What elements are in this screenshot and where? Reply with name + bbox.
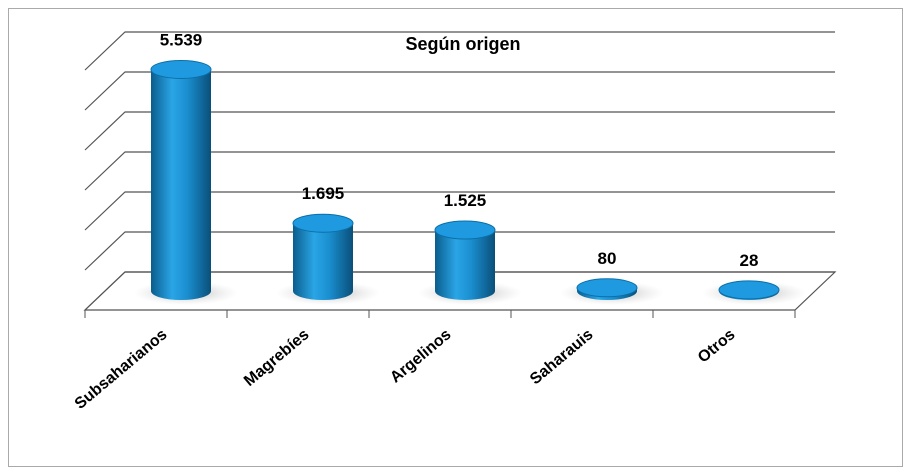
data-label: 28 — [740, 251, 759, 270]
chart-title: Según origen — [405, 34, 520, 54]
data-label: 80 — [598, 249, 617, 268]
grid-line — [84, 231, 835, 271]
grid-line — [84, 31, 835, 71]
bar-top — [718, 280, 780, 300]
grid-line — [84, 271, 835, 311]
grid-line — [84, 71, 835, 111]
grid-line — [84, 111, 835, 151]
bar-top — [576, 278, 638, 298]
grid-line — [84, 151, 835, 191]
bar-top — [150, 59, 212, 79]
grid-line — [84, 191, 835, 231]
bar — [151, 69, 211, 300]
bar-top — [434, 220, 496, 240]
data-label: 1.525 — [444, 191, 487, 210]
bar — [293, 223, 353, 300]
data-label: 1.695 — [302, 184, 345, 203]
bar — [435, 230, 495, 300]
data-label: 5.539 — [160, 30, 203, 49]
bar-top — [292, 213, 354, 233]
